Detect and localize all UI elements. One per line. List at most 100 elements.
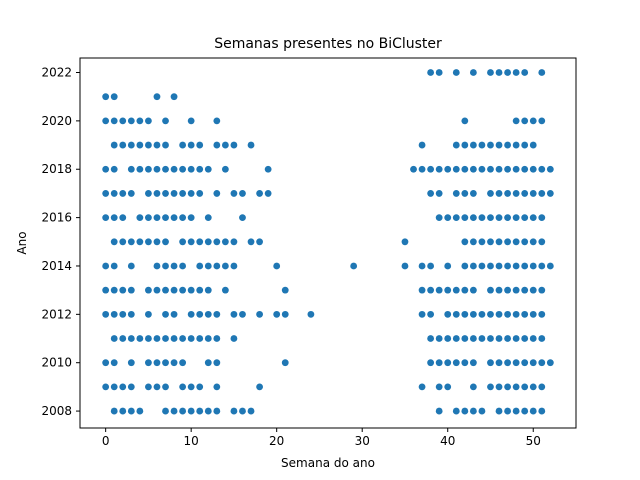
- data-point: [529, 214, 537, 222]
- data-point: [538, 383, 546, 391]
- data-point: [230, 190, 238, 197]
- data-point: [102, 310, 110, 318]
- data-point: [196, 141, 204, 149]
- data-point: [153, 286, 161, 294]
- data-point: [487, 214, 494, 222]
- data-point: [102, 117, 110, 125]
- data-point: [256, 383, 263, 391]
- data-point: [478, 407, 486, 415]
- data-point: [127, 262, 135, 270]
- data-point: [119, 214, 127, 222]
- data-point: [435, 214, 443, 222]
- data-point: [179, 214, 187, 222]
- data-point: [512, 359, 520, 367]
- data-point: [469, 238, 477, 246]
- data-point: [102, 93, 110, 101]
- data-point: [401, 238, 409, 246]
- data-point: [504, 238, 511, 246]
- data-point: [538, 286, 546, 294]
- data-point: [153, 262, 161, 270]
- data-point: [179, 165, 187, 173]
- data-point: [487, 262, 494, 270]
- data-point: [119, 117, 127, 125]
- data-point: [504, 214, 511, 222]
- data-point: [196, 165, 204, 173]
- data-point: [110, 165, 118, 173]
- data-point: [427, 359, 435, 367]
- data-point: [145, 165, 152, 173]
- data-point: [487, 238, 494, 246]
- data-point: [153, 335, 161, 342]
- data-point: [247, 141, 255, 149]
- data-point: [444, 262, 452, 270]
- data-point: [162, 117, 169, 125]
- data-point: [461, 214, 469, 222]
- data-point: [504, 286, 511, 294]
- data-point: [119, 310, 127, 318]
- data-point: [444, 359, 452, 367]
- data-point: [145, 141, 152, 149]
- data-point: [435, 69, 443, 76]
- data-point: [119, 286, 127, 294]
- data-point: [102, 214, 110, 222]
- data-point: [110, 407, 118, 415]
- data-point: [153, 190, 161, 197]
- y-axis: 2008 2010 2012 2014 2016 2018 2020 2022: [41, 66, 80, 418]
- data-point: [196, 407, 204, 415]
- data-point: [495, 69, 503, 76]
- data-point: [187, 190, 195, 197]
- data-point: [487, 359, 494, 367]
- plot-frame: [79, 57, 577, 429]
- data-point: [239, 214, 246, 222]
- data-point: [538, 117, 546, 125]
- data-point: [478, 214, 486, 222]
- data-point: [469, 310, 477, 318]
- data-point: [461, 141, 469, 149]
- data-point: [162, 407, 169, 415]
- data-point: [427, 286, 435, 294]
- data-point: [452, 407, 460, 415]
- data-point: [469, 286, 477, 294]
- data-point: [512, 165, 520, 173]
- data-point: [495, 286, 503, 294]
- data-point: [127, 383, 135, 391]
- data-point: [495, 359, 503, 367]
- y-tick-label: 2016: [41, 211, 72, 225]
- data-point: [204, 262, 212, 270]
- data-point: [495, 165, 503, 173]
- data-point: [469, 165, 477, 173]
- data-point: [504, 262, 511, 270]
- data-point: [110, 141, 118, 149]
- data-point: [153, 214, 161, 222]
- data-point: [136, 165, 144, 173]
- data-point: [170, 407, 178, 415]
- data-point: [435, 407, 443, 415]
- data-point: [102, 359, 110, 367]
- data-point: [127, 407, 135, 415]
- data-point: [521, 69, 529, 76]
- data-point: [504, 141, 511, 149]
- data-points: [102, 69, 554, 415]
- data-point: [256, 310, 263, 318]
- data-point: [239, 190, 246, 197]
- data-point: [521, 141, 529, 149]
- y-tick-label: 2014: [41, 259, 72, 273]
- data-point: [538, 359, 546, 367]
- data-point: [162, 190, 169, 197]
- data-point: [170, 310, 178, 318]
- data-point: [127, 359, 135, 367]
- data-point: [153, 141, 161, 149]
- data-point: [170, 262, 178, 270]
- data-point: [110, 190, 118, 197]
- data-point: [264, 165, 272, 173]
- data-point: [127, 286, 135, 294]
- data-point: [435, 286, 443, 294]
- data-point: [127, 335, 135, 342]
- data-point: [401, 262, 409, 270]
- data-point: [452, 310, 460, 318]
- data-point: [529, 335, 537, 342]
- data-point: [110, 117, 118, 125]
- data-point: [247, 238, 255, 246]
- data-point: [444, 335, 452, 342]
